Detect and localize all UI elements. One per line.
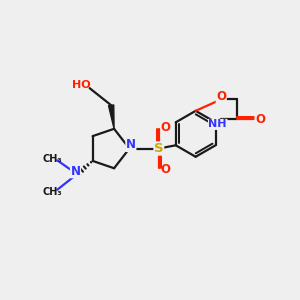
Text: O: O <box>160 163 171 176</box>
Text: O: O <box>160 121 171 134</box>
Text: O: O <box>255 112 265 126</box>
Polygon shape <box>109 105 114 129</box>
Text: HO: HO <box>72 80 91 90</box>
Text: N: N <box>70 165 80 178</box>
Text: S: S <box>154 142 164 155</box>
Text: CH₃: CH₃ <box>42 154 62 164</box>
Text: N: N <box>126 139 136 152</box>
Text: NH: NH <box>208 119 227 129</box>
Text: CH₃: CH₃ <box>42 187 62 196</box>
Text: O: O <box>216 90 226 103</box>
